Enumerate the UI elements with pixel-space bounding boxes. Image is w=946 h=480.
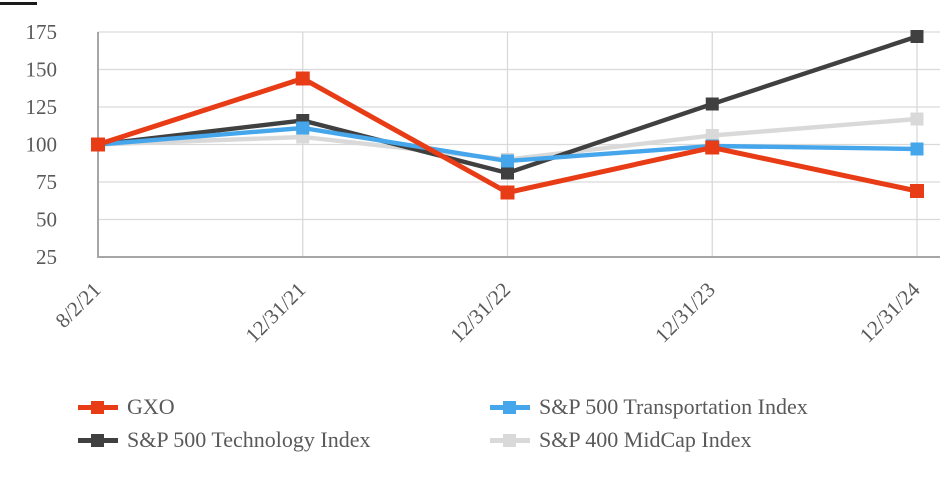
- legend-label-sp500-technology: S&P 500 Technology Index: [127, 427, 371, 452]
- legend-item-sp500-technology: S&P 500 Technology Index: [78, 424, 490, 456]
- series-marker-s-p-500-transportation-index-2: [501, 154, 514, 168]
- series-marker-s-p-500-technology-index-2: [501, 166, 514, 180]
- legend-label-sp400-midcap: S&P 400 MidCap Index: [539, 427, 752, 452]
- x-tick-label-0: 8/2/21: [51, 278, 106, 333]
- series-marker-gxo-2: [500, 185, 515, 200]
- y-tick-label-75: 75: [36, 170, 57, 194]
- y-tick-label-50: 50: [36, 208, 57, 232]
- series-marker-gxo-3: [705, 140, 720, 155]
- series-marker-gxo-1: [295, 71, 310, 86]
- series-marker-s-p-400-midcap-index-4: [910, 112, 924, 126]
- legend-label-sp500-transportation: S&P 500 Transportation Index: [539, 394, 808, 419]
- series-marker-gxo-4: [910, 184, 924, 198]
- y-tick-label-100: 100: [26, 133, 58, 157]
- series-marker-s-p-500-transportation-index-4: [910, 142, 924, 156]
- x-tick-label-4: 12/31/24: [855, 277, 925, 347]
- y-tick-label-125: 125: [26, 95, 58, 119]
- x-tick-label-1: 12/31/21: [241, 278, 311, 348]
- chart-legend: GXO S&P 500 Transportation Index S&P 500…: [78, 391, 916, 456]
- x-tick-label-3: 12/31/23: [650, 278, 720, 348]
- page-artifact-line: [0, 2, 37, 5]
- series-marker-s-p-400-midcap-index-3: [705, 129, 719, 142]
- y-tick-label-150: 150: [26, 58, 58, 82]
- y-tick-label-25: 25: [36, 245, 57, 269]
- series-marker-s-p-500-transportation-index-1: [296, 121, 310, 135]
- legend-item-sp400-midcap: S&P 400 MidCap Index: [490, 424, 916, 456]
- midcap-line-marker-icon: [490, 433, 530, 447]
- technology-line-marker-icon: [78, 433, 118, 447]
- legend-label-gxo: GXO: [127, 394, 175, 419]
- legend-item-sp500-transportation: S&P 500 Transportation Index: [490, 391, 916, 423]
- legend-item-gxo: GXO: [78, 391, 490, 423]
- series-marker-s-p-500-technology-index-4: [910, 30, 924, 43]
- gxo-line-marker-icon: [78, 400, 118, 414]
- series-marker-gxo-0: [91, 137, 105, 152]
- x-tick-label-2: 12/31/22: [445, 278, 515, 348]
- series-marker-s-p-500-technology-index-3: [705, 97, 719, 111]
- transportation-line-marker-icon: [490, 400, 530, 414]
- y-tick-label-175: 175: [26, 20, 58, 44]
